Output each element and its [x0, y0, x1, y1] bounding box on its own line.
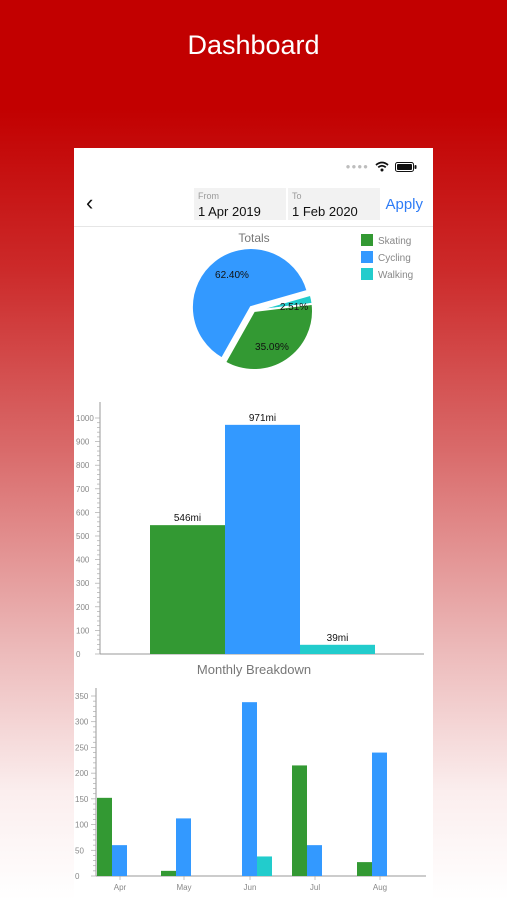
monthly-y-tick-label: 350: [75, 692, 89, 701]
pie-label-cycling: 62.40%: [215, 270, 249, 281]
battery-icon: [395, 161, 417, 172]
monthly-x-label: Jun: [244, 883, 257, 892]
monthly-bar-apr-cycling: [112, 845, 127, 876]
signal-dots-icon: ●●●●: [345, 162, 369, 171]
back-chevron-icon[interactable]: ‹: [86, 190, 94, 215]
monthly-x-label: Jul: [310, 883, 320, 892]
monthly-bar-aug-cycling: [372, 752, 387, 876]
monthly-y-tick-label: 200: [75, 769, 89, 778]
monthly-bar-apr-skating: [97, 797, 112, 876]
bar-skating: [150, 525, 225, 654]
bar-y-tick-label: 500: [76, 532, 90, 541]
from-value: 1 Apr 2019: [198, 204, 261, 219]
monthly-y-tick-label: 100: [75, 821, 89, 830]
charts-canvas: Totals 62.40% 35.09% 2.51% Skating Cycling Wal…: [75, 231, 426, 892]
monthly-y-tick-label: 300: [75, 718, 89, 727]
monthly-bar-aug-skating: [357, 862, 372, 876]
monthly-title: Monthly Breakdown: [197, 662, 311, 677]
page-title: Dashboard: [187, 30, 320, 60]
monthly-x-label: Apr: [114, 883, 127, 892]
bar-walking: [300, 644, 375, 654]
monthly-y-tick-label: 250: [75, 743, 89, 752]
bar-y-tick-label: 0: [76, 650, 81, 659]
pie-title: Totals: [238, 231, 269, 245]
bar-y-tick-label: 400: [76, 556, 90, 565]
bar-y-tick-label: 800: [76, 461, 90, 470]
bar-y-tick-label: 300: [76, 579, 90, 588]
pie-slice-cycling: [190, 247, 309, 360]
pie-label-walking: 2.51%: [280, 302, 308, 313]
legend-label-skating: Skating: [378, 236, 411, 247]
from-date-field[interactable]: From 1 Apr 2019: [194, 188, 286, 220]
date-range-bar: ‹ From 1 Apr 2019 To 1 Feb 2020 Apply: [74, 186, 433, 227]
status-bar: ●●●●: [346, 161, 417, 172]
bar-y-tick-label: 1000: [76, 414, 94, 423]
legend-label-walking: Walking: [378, 270, 413, 281]
legend-label-cycling: Cycling: [378, 253, 411, 264]
monthly-bar-jun-cycling: [242, 702, 257, 876]
bar-value-label: 971mi: [249, 413, 276, 424]
wifi-icon: [375, 161, 389, 172]
bar-y-tick-label: 900: [76, 438, 90, 447]
legend-swatch-cycling: [361, 251, 373, 263]
phone-screen: ●●●● ‹ From 1 Apr 2019 To 1 Feb 2020 App…: [74, 148, 433, 900]
to-date-field[interactable]: To 1 Feb 2020: [288, 188, 380, 220]
apply-button[interactable]: Apply: [385, 196, 423, 213]
bar-y-tick-label: 200: [76, 603, 90, 612]
to-value: 1 Feb 2020: [292, 204, 358, 219]
pie-slice-skating: [223, 302, 314, 371]
monthly-bar-jul-skating: [292, 765, 307, 876]
bar-y-tick-label: 100: [76, 626, 90, 635]
bar-y-tick-label: 600: [76, 508, 90, 517]
legend-swatch-walking: [361, 268, 373, 280]
monthly-x-label: Aug: [373, 883, 387, 892]
monthly-bar-jun-walking: [257, 856, 272, 876]
bar-cycling: [225, 424, 300, 654]
legend-swatch-skating: [361, 234, 373, 246]
monthly-y-tick-label: 150: [75, 795, 89, 804]
from-label: From: [198, 191, 219, 201]
bar-y-tick-label: 700: [76, 485, 90, 494]
monthly-y-tick-label: 50: [75, 846, 84, 855]
monthly-x-label: May: [176, 883, 191, 892]
monthly-bar-jul-cycling: [307, 845, 322, 876]
monthly-bar-may-cycling: [176, 818, 191, 876]
monthly-y-tick-label: 0: [75, 872, 80, 881]
to-label: To: [292, 191, 302, 201]
pie-label-skating: 35.09%: [255, 342, 289, 353]
bar-value-label: 546mi: [174, 513, 201, 524]
monthly-bar-may-skating: [161, 870, 176, 876]
bar-value-label: 39mi: [327, 633, 349, 644]
